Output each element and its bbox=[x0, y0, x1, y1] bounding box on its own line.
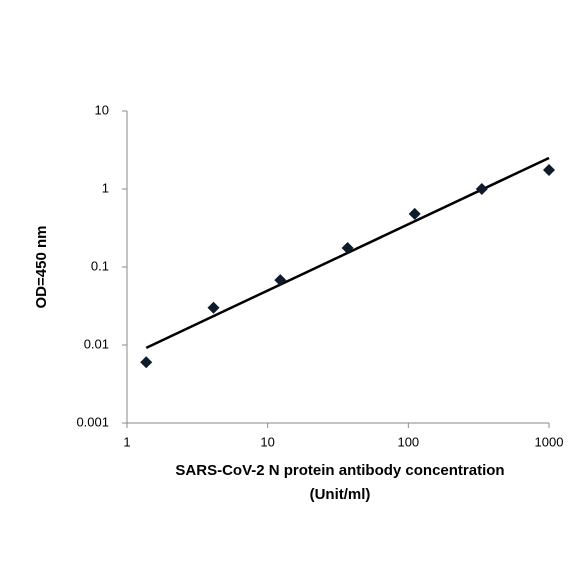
x-tick-label: 1000 bbox=[535, 434, 564, 449]
y-axis-label: OD=450 nm bbox=[33, 226, 50, 309]
x-tick-label: 10 bbox=[260, 434, 274, 449]
x-tick-label: 100 bbox=[397, 434, 419, 449]
point bbox=[140, 356, 153, 369]
x-tick-label: 1 bbox=[123, 434, 130, 449]
y-tick-label: 10 bbox=[95, 102, 109, 117]
x-axis-label: (Unit/ml) bbox=[310, 486, 371, 503]
x-axis-label: SARS-CoV-2 N protein antibody concentrat… bbox=[175, 462, 504, 479]
point bbox=[475, 183, 488, 195]
point bbox=[543, 164, 555, 177]
y-tick-label: 0.001 bbox=[76, 414, 109, 429]
point bbox=[408, 207, 421, 220]
point bbox=[207, 301, 220, 314]
y-tick-label: 0.1 bbox=[91, 258, 109, 273]
point bbox=[274, 274, 287, 287]
y-tick-label: 1 bbox=[102, 180, 109, 195]
y-tick-label: 0.01 bbox=[84, 336, 109, 351]
point bbox=[341, 242, 354, 255]
